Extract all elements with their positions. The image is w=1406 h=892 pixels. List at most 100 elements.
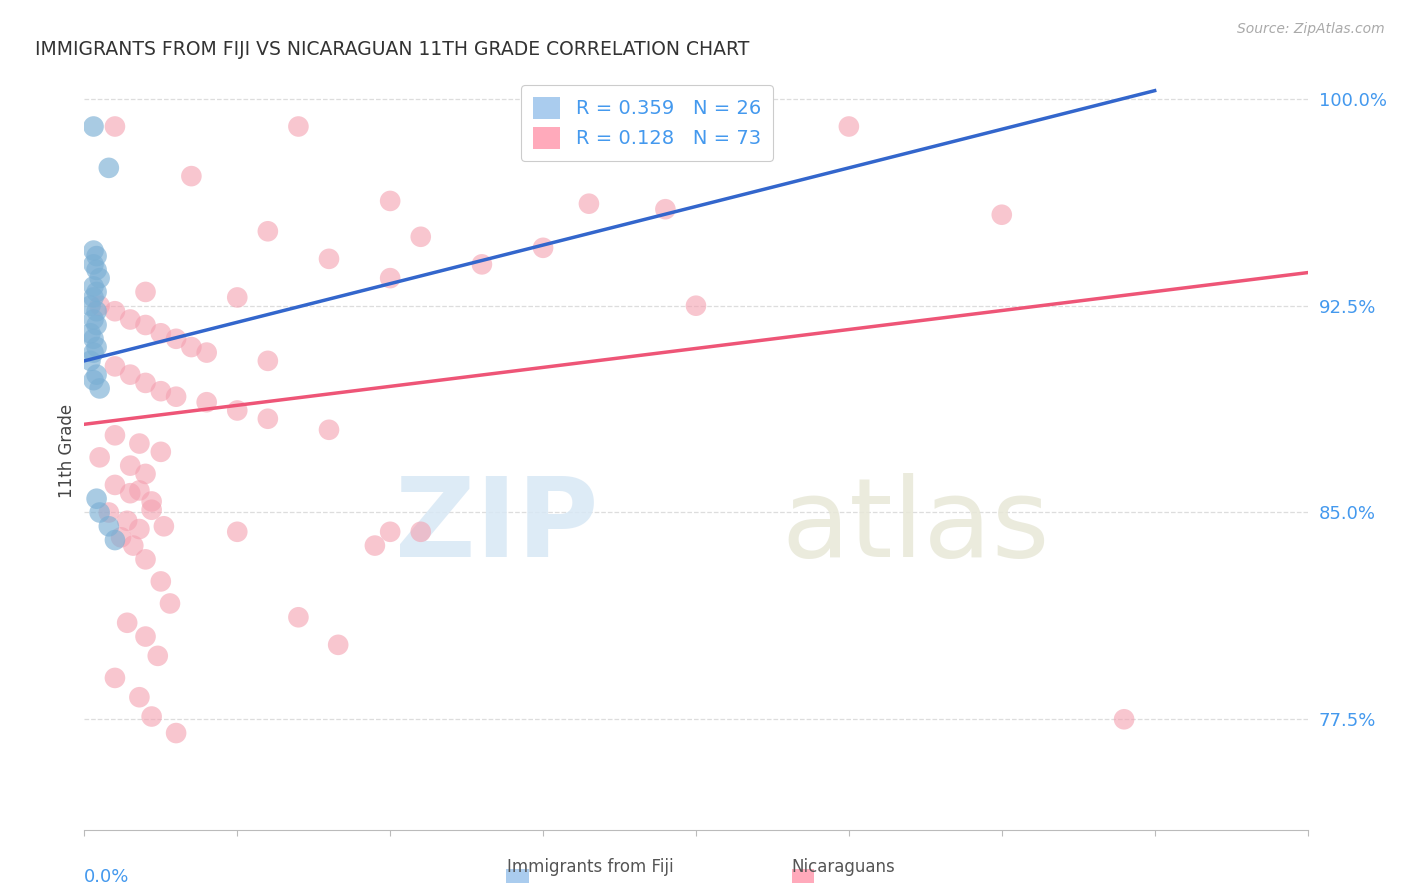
Text: 0.0%: 0.0%	[84, 869, 129, 887]
Text: Nicaraguans: Nicaraguans	[792, 858, 896, 876]
Point	[83, 279, 105, 293]
Point	[318, 423, 340, 437]
Point	[149, 574, 172, 589]
Point	[531, 241, 554, 255]
Text: ZIP: ZIP	[395, 473, 598, 580]
Point	[128, 522, 150, 536]
Point	[128, 690, 150, 705]
Point	[86, 491, 108, 506]
Point	[89, 450, 111, 465]
Point	[149, 384, 172, 399]
Point	[409, 524, 432, 539]
Point	[79, 299, 101, 313]
Point	[380, 524, 402, 539]
Text: IMMIGRANTS FROM FIJI VS NICARAGUAN 11TH GRADE CORRELATION CHART: IMMIGRANTS FROM FIJI VS NICARAGUAN 11TH …	[35, 39, 749, 59]
Point	[89, 271, 111, 285]
Point	[104, 533, 127, 547]
Point	[141, 502, 163, 516]
Point	[226, 403, 249, 417]
Point	[79, 326, 101, 341]
Point	[1114, 712, 1136, 726]
Point	[79, 354, 101, 368]
Point	[180, 340, 202, 354]
Point	[838, 120, 860, 134]
Point	[120, 312, 142, 326]
Point	[122, 539, 145, 553]
Point	[83, 257, 105, 271]
Point	[115, 615, 138, 630]
Point	[97, 519, 120, 533]
Point	[86, 304, 108, 318]
Point	[318, 252, 340, 266]
Point	[128, 436, 150, 450]
Point	[89, 381, 111, 395]
Point	[104, 671, 127, 685]
Point	[165, 332, 187, 346]
Point	[685, 299, 707, 313]
Point	[141, 494, 163, 508]
Point	[578, 196, 600, 211]
Point	[89, 299, 111, 313]
Point	[104, 428, 127, 442]
Point	[97, 506, 120, 520]
Point	[104, 478, 127, 492]
Point	[547, 120, 569, 134]
Legend: R = 0.359   N = 26, R = 0.128   N = 73: R = 0.359 N = 26, R = 0.128 N = 73	[522, 85, 773, 161]
Point	[89, 506, 111, 520]
Point	[110, 530, 132, 544]
Point	[135, 552, 157, 566]
Point	[86, 368, 108, 382]
Point	[409, 229, 432, 244]
Point	[287, 610, 309, 624]
Point	[180, 169, 202, 183]
Point	[83, 120, 105, 134]
Point	[991, 208, 1014, 222]
Point	[159, 597, 181, 611]
Point	[257, 411, 280, 425]
Point	[83, 290, 105, 304]
Point	[226, 290, 249, 304]
Point	[86, 340, 108, 354]
Point	[86, 263, 108, 277]
Point	[120, 368, 142, 382]
Point	[83, 312, 105, 326]
Text: atlas: atlas	[782, 473, 1050, 580]
Point	[104, 120, 127, 134]
Point	[328, 638, 350, 652]
Point	[257, 224, 280, 238]
Point	[226, 524, 249, 539]
Point	[195, 395, 218, 409]
Point	[135, 376, 157, 390]
Point	[195, 345, 218, 359]
Point	[86, 318, 108, 332]
Point	[146, 648, 169, 663]
Point	[654, 202, 676, 217]
Y-axis label: 11th Grade: 11th Grade	[58, 403, 76, 498]
Point	[83, 332, 105, 346]
Point	[149, 445, 172, 459]
Point	[287, 120, 309, 134]
Point	[149, 326, 172, 341]
Point	[380, 271, 402, 285]
Point	[165, 726, 187, 740]
Point	[104, 304, 127, 318]
Point	[128, 483, 150, 498]
Point	[83, 244, 105, 258]
Point	[135, 285, 157, 299]
Point	[104, 359, 127, 374]
Point	[380, 194, 402, 208]
Point	[364, 539, 387, 553]
Point	[120, 458, 142, 473]
Text: Source: ZipAtlas.com: Source: ZipAtlas.com	[1237, 22, 1385, 37]
Point	[83, 345, 105, 359]
Point	[97, 161, 120, 175]
Point	[471, 257, 494, 271]
Point	[135, 467, 157, 481]
Point	[141, 709, 163, 723]
Point	[165, 390, 187, 404]
Point	[153, 519, 176, 533]
Point	[86, 249, 108, 263]
Point	[120, 486, 142, 500]
Point	[86, 285, 108, 299]
Point	[83, 373, 105, 387]
